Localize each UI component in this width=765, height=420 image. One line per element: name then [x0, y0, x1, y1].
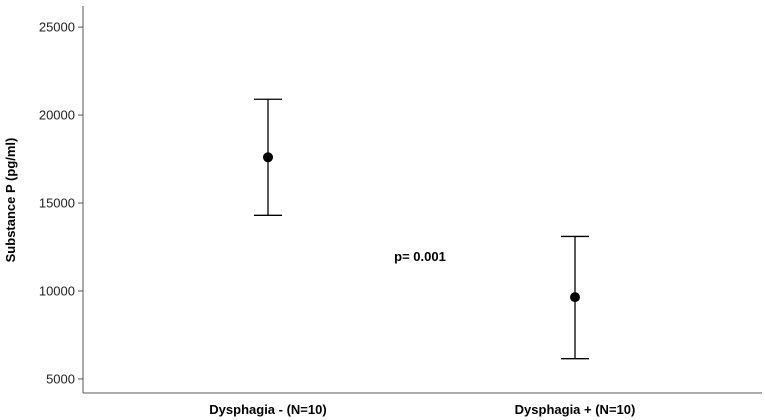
- y-tick-label: 25000: [39, 20, 75, 35]
- p-value-annotation: p= 0.001: [394, 249, 446, 264]
- y-tick-label: 5000: [46, 371, 75, 386]
- y-tick-label: 10000: [39, 283, 75, 298]
- mean-point: [570, 292, 580, 303]
- data-marks: [254, 98, 589, 360]
- y-tick-label: 15000: [39, 196, 75, 211]
- y-ticks: 5000 10000 15000 20000 25000: [39, 20, 83, 386]
- x-category-labels: Dysphagia - (N=10) Dysphagia + (N=10): [209, 402, 635, 417]
- y-tick-label: 20000: [39, 108, 75, 123]
- x-category-label: Dysphagia + (N=10): [515, 402, 636, 417]
- x-category-label: Dysphagia - (N=10): [209, 402, 326, 417]
- axes: [82, 6, 762, 394]
- mean-point: [263, 152, 273, 163]
- y-axis-title: Substance P (pg/ml): [3, 138, 18, 263]
